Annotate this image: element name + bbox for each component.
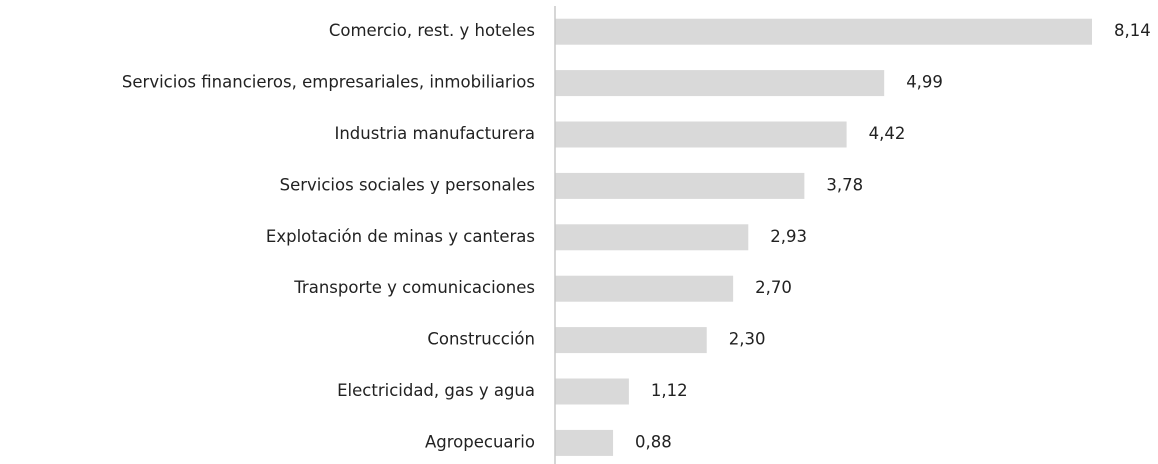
bar (555, 70, 885, 97)
value-label: 3,78 (826, 175, 863, 194)
bar (555, 327, 707, 354)
bar (555, 172, 805, 199)
category-label: Transporte y comunicaciones (293, 278, 535, 297)
value-label: 4,42 (869, 124, 906, 143)
category-label: Agropecuario (425, 432, 535, 451)
bar (555, 121, 847, 148)
bar (555, 18, 1092, 45)
category-label: Construcción (427, 330, 535, 349)
value-label: 2,70 (755, 278, 792, 297)
category-label: Industria manufacturera (334, 124, 535, 143)
category-label: Comercio, rest. y hoteles (329, 21, 535, 40)
value-label: 2,30 (729, 330, 766, 349)
value-label: 8,14 (1114, 21, 1151, 40)
category-label: Explotación de minas y canteras (266, 227, 535, 246)
bar (555, 275, 734, 302)
category-label: Servicios sociales y personales (280, 175, 535, 194)
value-label: 0,88 (635, 432, 672, 451)
bar (555, 378, 629, 405)
bar (555, 224, 749, 251)
value-label: 2,93 (770, 227, 807, 246)
category-label: Servicios financieros, empresariales, in… (122, 73, 535, 92)
bar (555, 429, 614, 456)
value-label: 4,99 (906, 73, 943, 92)
category-label: Electricidad, gas y agua (337, 381, 535, 400)
value-label: 1,12 (651, 381, 688, 400)
